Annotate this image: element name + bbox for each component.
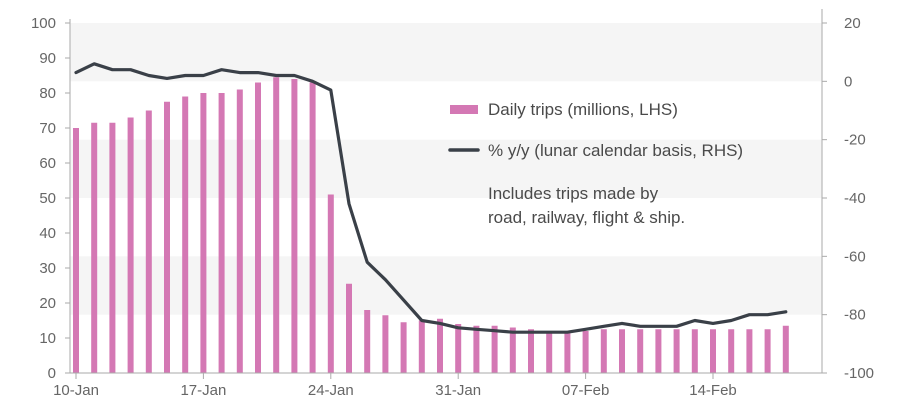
left-tick-label: 50 xyxy=(39,190,56,207)
grid-band xyxy=(70,139,822,198)
x-tick-label: 07-Feb xyxy=(562,382,610,399)
bar-series-daily-trips xyxy=(73,77,789,373)
right-axis-ticks: -100 -80 -60 -40 -20 0 20 xyxy=(822,15,874,382)
bar-17-Feb xyxy=(764,329,771,373)
bar-15-Jan xyxy=(164,101,170,373)
bar-12-Jan xyxy=(109,122,116,373)
annotation: Includes trips made by road, railway, fl… xyxy=(488,184,685,227)
x-tick-label: 14-Feb xyxy=(689,382,737,399)
bar-30-Jan xyxy=(437,318,443,373)
bar-16-Feb xyxy=(746,329,753,373)
bar-19-Jan xyxy=(236,89,243,373)
bar-13-Jan xyxy=(127,117,134,373)
bar-02-Feb xyxy=(491,325,498,373)
right-tick-label: -60 xyxy=(844,248,866,265)
bar-11-Feb xyxy=(655,329,662,373)
bar-18-Feb xyxy=(782,325,789,373)
legend-label-bar: Daily trips (millions, LHS) xyxy=(488,100,678,119)
bar-12-Feb xyxy=(673,329,680,373)
line-path-yoy xyxy=(74,62,788,334)
left-tick-label: 70 xyxy=(39,120,56,137)
bar-25-Jan xyxy=(346,283,352,373)
x-tick-label: 10-Jan xyxy=(53,382,99,399)
x-tick-label: 24-Jan xyxy=(308,382,354,399)
right-tick-label: -20 xyxy=(844,132,866,149)
right-tick-label: -40 xyxy=(844,190,866,207)
right-tick-label: 0 xyxy=(844,73,852,90)
left-tick-label: 0 xyxy=(48,365,56,382)
legend: Daily trips (millions, LHS) % y/y (lunar… xyxy=(448,100,743,160)
left-tick-label: 40 xyxy=(39,225,56,242)
left-tick-label: 60 xyxy=(39,155,56,172)
right-tick-label: -80 xyxy=(844,307,866,324)
grid-band xyxy=(70,23,822,82)
bar-14-Jan xyxy=(145,110,152,373)
bar-27-Jan xyxy=(382,315,389,373)
bar-09-Feb xyxy=(619,329,625,373)
bar-29-Jan xyxy=(418,320,425,373)
bar-07-Feb xyxy=(582,331,589,373)
left-tick-label: 10 xyxy=(39,330,56,347)
line-series-yoy xyxy=(74,62,788,334)
bar-03-Feb xyxy=(509,327,516,373)
bar-23-Jan xyxy=(309,82,316,373)
legend-label-line: % y/y (lunar calendar basis, RHS) xyxy=(488,141,743,160)
x-axis-ticks: 10-Jan 17-Jan 24-Jan 31-Jan 07-Feb 14-Feb xyxy=(53,373,737,399)
left-tick-label: 100 xyxy=(31,15,56,32)
bar-20-Jan xyxy=(255,82,261,373)
bar-15-Feb xyxy=(728,329,735,373)
left-tick-label: 20 xyxy=(39,295,56,312)
bar-11-Jan xyxy=(91,122,98,373)
bar-26-Jan xyxy=(364,310,371,373)
grid-band xyxy=(70,256,822,315)
bar-28-Jan xyxy=(400,322,407,373)
annotation-line-1: Includes trips made by xyxy=(488,184,659,203)
bar-01-Feb xyxy=(473,325,480,373)
bar-10-Feb xyxy=(637,329,644,373)
bar-16-Jan xyxy=(182,96,189,373)
bar-08-Feb xyxy=(600,329,607,373)
x-tick-label: 31-Jan xyxy=(435,382,481,399)
bar-21-Jan xyxy=(273,77,280,373)
bar-13-Feb xyxy=(691,329,698,373)
bar-31-Jan xyxy=(455,324,462,373)
legend-swatch-bar xyxy=(450,105,478,114)
background-bands xyxy=(70,23,822,315)
bar-17-Jan xyxy=(200,93,207,373)
bar-10-Jan xyxy=(73,128,79,373)
left-axis-ticks: 0 10 20 30 40 50 60 70 80 90 100 xyxy=(31,15,70,382)
right-tick-label: -100 xyxy=(844,365,874,382)
bar-05-Feb xyxy=(546,331,553,373)
bar-24-Jan xyxy=(327,194,334,373)
left-tick-label: 30 xyxy=(39,260,56,277)
bar-14-Feb xyxy=(710,329,716,373)
bar-04-Feb xyxy=(528,329,534,373)
left-tick-label: 80 xyxy=(39,85,56,102)
bar-06-Feb xyxy=(564,331,571,373)
x-tick-label: 17-Jan xyxy=(180,382,226,399)
annotation-line-2: road, railway, flight & ship. xyxy=(488,208,685,227)
left-tick-label: 90 xyxy=(39,50,56,67)
right-tick-label: 20 xyxy=(844,15,861,32)
bar-18-Jan xyxy=(218,93,225,373)
bar-22-Jan xyxy=(291,79,298,373)
axes xyxy=(69,9,823,374)
